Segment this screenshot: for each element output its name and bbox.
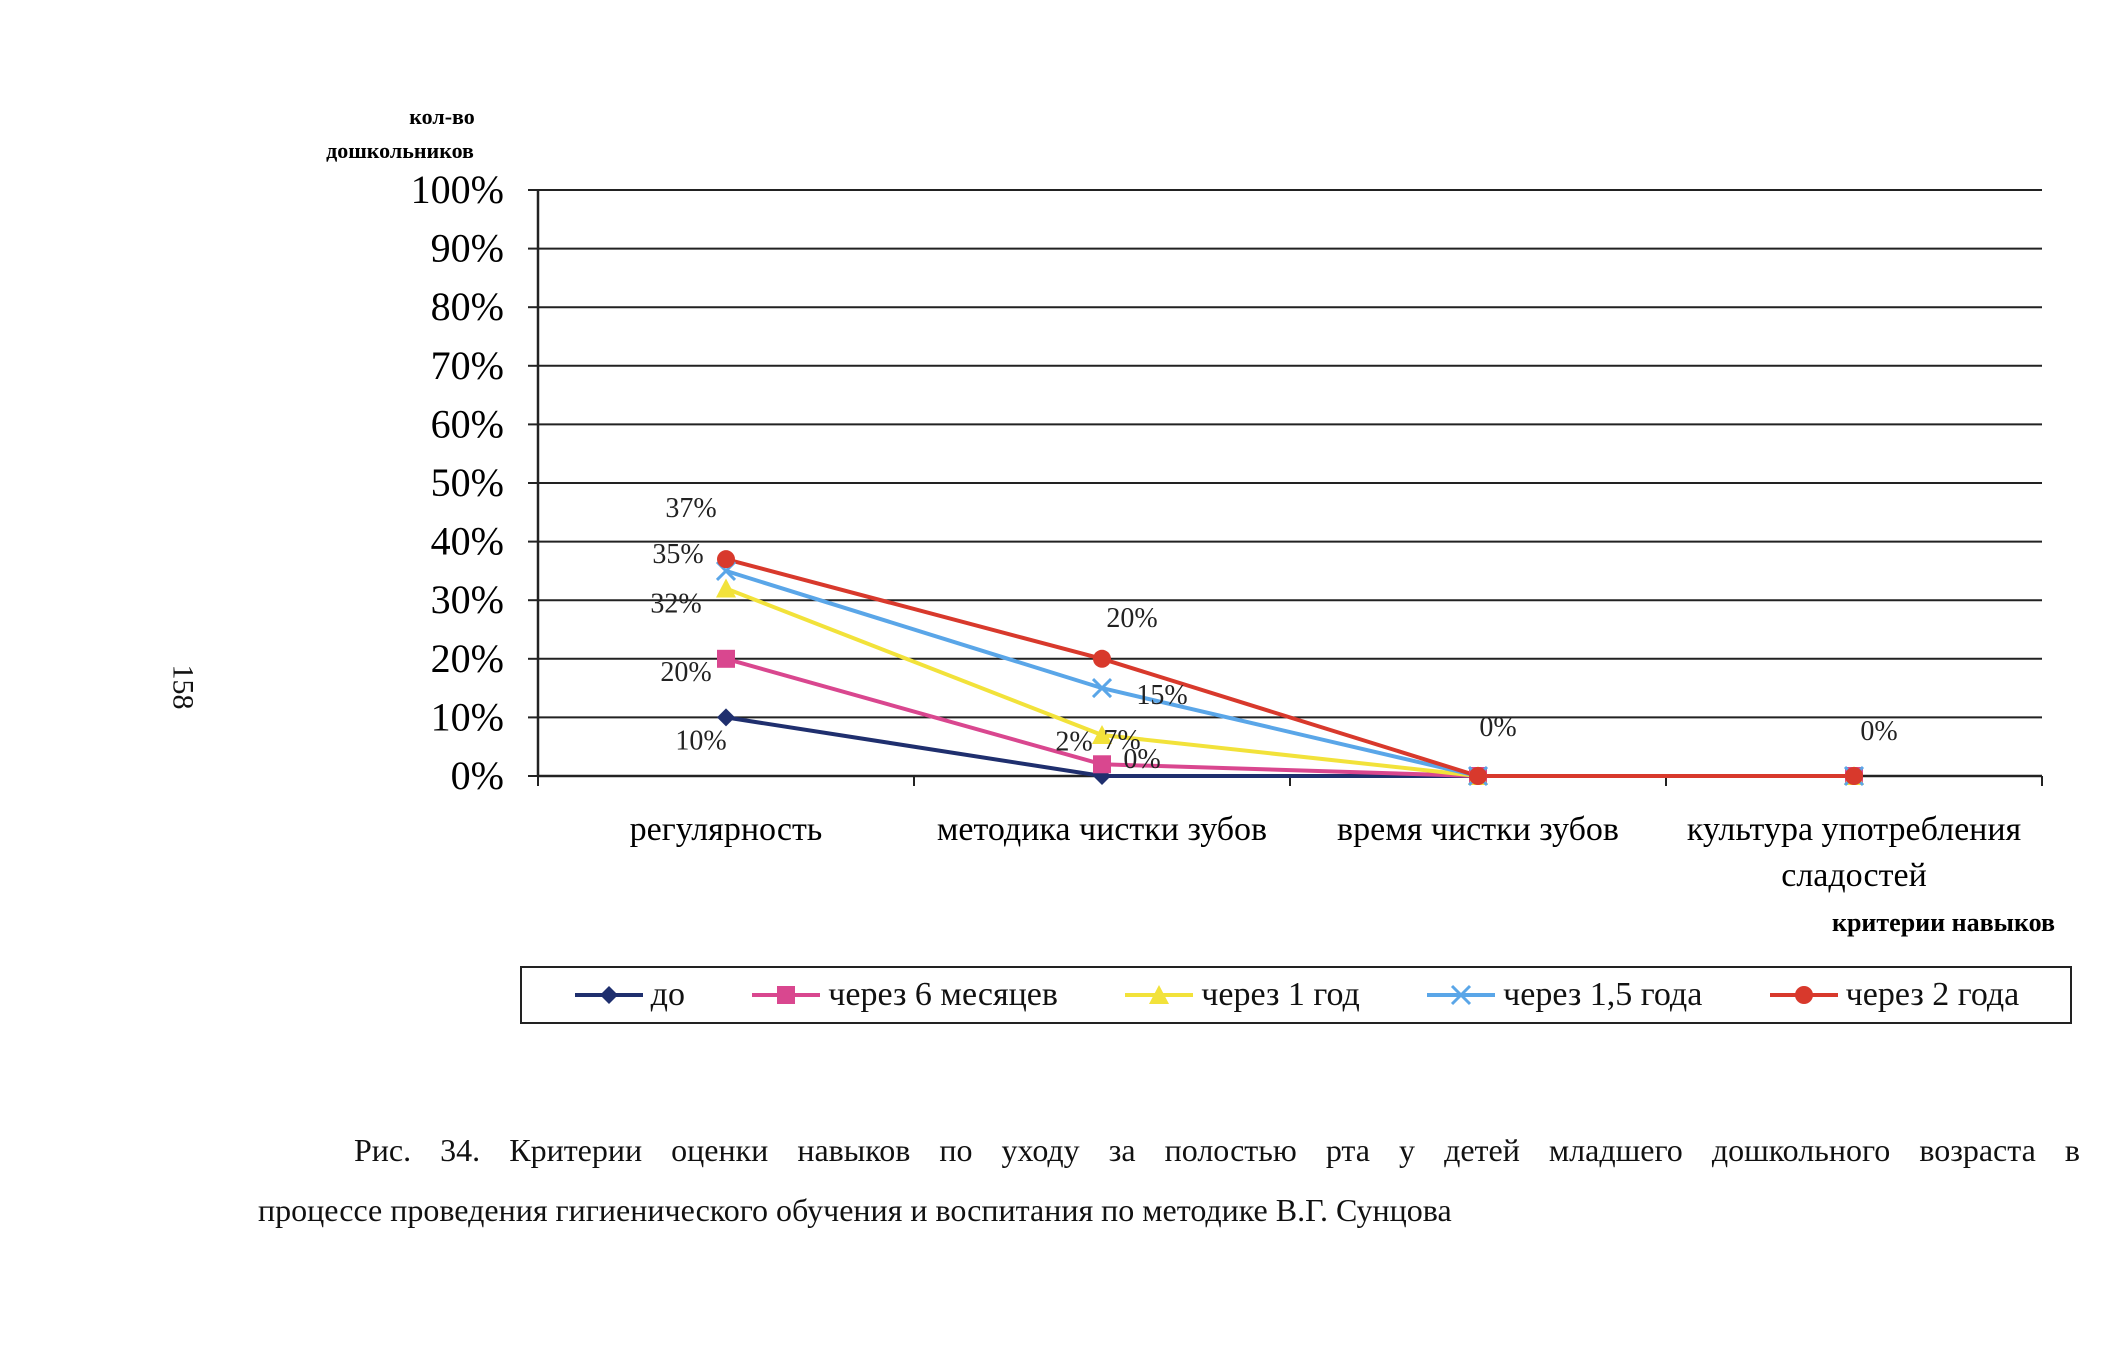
y-tick-label: 20%	[431, 636, 504, 681]
caption-line-1: Рис. 34. Критерии оценки навыков по уход…	[354, 1132, 2080, 1168]
data-label: 0%	[1860, 716, 1897, 747]
legend-swatch	[1427, 984, 1496, 1006]
marker-circle	[1469, 767, 1487, 785]
data-label: 0%	[1123, 744, 1160, 775]
series-line	[725, 715, 1854, 778]
legend-item: через 2 года	[1768, 976, 2020, 1014]
data-label: 35%	[652, 539, 703, 570]
marker-circle	[1845, 767, 1863, 785]
data-label: 15%	[1136, 680, 1187, 711]
series-lines	[725, 557, 1854, 778]
legend-swatch	[1125, 985, 1194, 1004]
series-line	[725, 557, 1854, 778]
marker-circle	[1794, 986, 1813, 1004]
y-tick-label: 0%	[451, 753, 504, 798]
legend-label: через 1,5 года	[1503, 976, 1703, 1013]
legend-item: через 1 год	[1123, 976, 1360, 1014]
data-label: 37%	[665, 493, 716, 524]
x-tick-label: регулярность	[630, 811, 823, 848]
legend-item: через 6 месяцев	[750, 976, 1058, 1014]
marker-square	[717, 649, 735, 668]
legend-label: до	[650, 976, 685, 1013]
marker-square	[1093, 755, 1111, 774]
data-label: 32%	[650, 588, 701, 619]
y-axis-title-line1: кол-во	[409, 104, 475, 129]
legend-label: через 6 месяцев	[828, 976, 1058, 1013]
data-labels: 37% 35% 32% 20% 10% 20% 15% 7% 2% 0% 0% 0%	[650, 493, 1897, 775]
x-tick-label: культура употребления	[1687, 811, 2022, 848]
data-label: 7%	[1103, 725, 1140, 756]
legend-swatch	[1769, 986, 1838, 1004]
marker-x	[1091, 678, 1113, 699]
y-tick-label: 40%	[431, 519, 504, 564]
marker-circle	[717, 550, 735, 569]
data-label: 10%	[675, 725, 726, 756]
x-tick-labels: регулярность методика чистки зубов время ч…	[630, 811, 2022, 894]
series-line	[725, 586, 1854, 778]
legend-item: до	[573, 976, 685, 1014]
gridlines	[538, 189, 2042, 719]
marker-triangle	[1092, 724, 1112, 744]
data-label: 20%	[1106, 603, 1157, 634]
data-label: 20%	[660, 657, 711, 688]
legend-label: через 1 год	[1201, 976, 1360, 1013]
x-tick-label: время чистки зубов	[1337, 811, 1619, 848]
legend: до через 6 месяцев через 1 год через 1,5 го…	[520, 966, 2072, 1024]
series-markers	[715, 550, 1865, 787]
marker-diamond	[717, 708, 735, 727]
y-tick-label: 10%	[431, 694, 504, 739]
marker-x	[1451, 984, 1472, 1006]
x-axis-title: критерии навыков	[1832, 908, 2055, 937]
y-axis-title-line2: дошкольников	[326, 138, 474, 163]
x-tick-label: методика чистки зубов	[937, 811, 1267, 848]
legend-label: через 2 года	[1845, 976, 2020, 1013]
marker-diamond	[599, 986, 618, 1004]
y-tick-label: 30%	[431, 577, 504, 622]
y-tick-label: 70%	[431, 343, 504, 388]
marker-triangle	[716, 578, 736, 598]
marker-square	[777, 986, 796, 1004]
axes	[528, 189, 2043, 786]
figure-caption: Рис. 34. Критерии оценки навыков по уход…	[258, 1120, 2080, 1240]
y-tick-label: 90%	[431, 226, 504, 271]
y-tick-label: 100%	[411, 167, 504, 212]
caption-line-2: процессе проведения гигиенического обуче…	[258, 1192, 1452, 1228]
y-tick-labels: 0% 10% 20% 30% 40% 50% 60% 70% 80% 90% 100%	[411, 167, 504, 798]
legend-swatch	[752, 986, 821, 1004]
marker-circle	[1093, 649, 1111, 668]
legend-swatch	[574, 986, 643, 1004]
data-label: 2%	[1055, 726, 1092, 757]
line-chart: 0% 10% 20% 30% 40% 50% 60% 70% 80% 90% 100% регуля…	[326, 104, 2055, 937]
y-tick-label: 80%	[431, 284, 504, 329]
y-tick-label: 50%	[431, 460, 504, 505]
data-label: 0%	[1479, 712, 1516, 743]
x-tick-label: сладостей	[1781, 857, 1927, 894]
y-tick-label: 60%	[431, 401, 504, 446]
marker-triangle	[1149, 985, 1170, 1004]
legend-item: через 1,5 года	[1425, 976, 1702, 1014]
